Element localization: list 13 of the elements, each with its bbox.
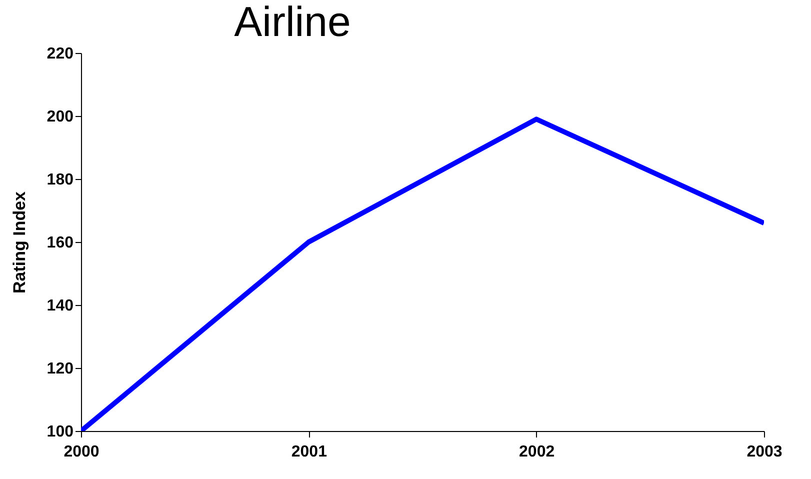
y-tick-label: 220 (46, 46, 74, 62)
chart-title: Airline (234, 0, 351, 45)
x-tick-label: 2002 (519, 444, 555, 460)
y-tick-label: 160 (46, 234, 74, 252)
x-tick-label: 2001 (291, 444, 328, 460)
x-tick-label: 2000 (64, 444, 100, 460)
y-tick-label: 120 (46, 360, 74, 378)
y-tick-label: 180 (46, 172, 74, 188)
y-axis-title: Rating Index (10, 190, 29, 294)
y-tick-label: 140 (46, 298, 74, 314)
x-tick-label: 2003 (746, 444, 782, 460)
y-tick-label: 100 (46, 424, 74, 440)
y-tick-label: 200 (46, 108, 74, 126)
